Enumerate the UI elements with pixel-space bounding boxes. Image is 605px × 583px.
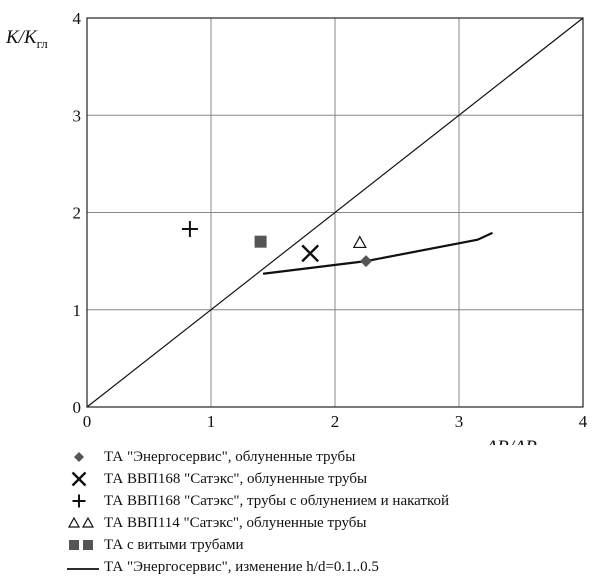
y-tick-label: 3 <box>73 106 82 125</box>
y-tick-label: 2 <box>73 204 82 223</box>
series-layer <box>181 221 493 275</box>
y-axis-label: K/Kгл <box>5 27 48 51</box>
x-tick-label: 0 <box>83 412 92 431</box>
x-tick-labels: 0 1 2 3 4 <box>83 412 588 431</box>
y-tick-labels: 0 1 2 3 4 <box>73 9 82 417</box>
data-point-plus <box>72 494 86 508</box>
legend-item: ТА ВВП168 "Сатэкс", облуненные трубы <box>62 468 602 490</box>
series-1 <box>301 244 320 263</box>
legend-item: ТА "Энергосервис", облуненные трубы <box>62 446 602 468</box>
legend-label: ТА ВВП114 "Сатэкс", облуненные трубы <box>104 514 367 531</box>
series-line <box>262 231 493 275</box>
legend-symbol-triangle <box>62 512 104 534</box>
data-point-cross <box>71 471 87 487</box>
series-5 <box>262 231 493 275</box>
x-axis-label: ΔP/ΔPгл <box>485 437 548 445</box>
x-tick-label: 2 <box>331 412 340 431</box>
plot-frame <box>86 17 584 408</box>
legend-item: ТА ВВП168 "Сатэкс", трубы с облунением и… <box>62 490 602 512</box>
data-point-square <box>69 540 79 550</box>
y-tick-label: 0 <box>73 398 82 417</box>
legend-symbol-line <box>62 556 104 578</box>
data-point-square <box>254 235 267 248</box>
data-point-triangle <box>81 516 95 528</box>
legend-item: ТА "Энергосервис", изменение h/d=0.1..0.… <box>62 556 602 578</box>
legend-symbol-x <box>62 468 104 490</box>
series-2 <box>181 221 198 238</box>
data-point-square <box>83 540 93 550</box>
data-point-diamond <box>74 452 84 462</box>
legend: ТА "Энергосервис", облуненные трубы ТА ВВ… <box>62 446 602 578</box>
legend-item: ТА ВВП114 "Сатэкс", облуненные трубы <box>62 512 602 534</box>
series-3 <box>352 235 367 249</box>
x-tick-label: 4 <box>579 412 588 431</box>
legend-symbol-plus <box>62 490 104 512</box>
y-tick-label: 4 <box>73 9 82 28</box>
x-tick-label: 1 <box>207 412 216 431</box>
legend-item: ТА с витыми трубами <box>62 534 602 556</box>
reference-line-y-equals-x <box>86 17 584 408</box>
legend-symbol-square <box>62 534 104 556</box>
series-4 <box>254 235 267 248</box>
data-point-triangle <box>352 235 367 249</box>
series-0 <box>360 255 372 268</box>
legend-label: ТА с витыми трубами <box>104 536 244 553</box>
chart: 0 1 2 3 4 0 1 2 3 4 K/Kгл ΔP/ΔPгл <box>5 9 588 445</box>
legend-label: ТА ВВП168 "Сатэкс", облуненные трубы <box>104 470 368 487</box>
data-point-plus <box>181 221 198 238</box>
data-point-cross <box>301 244 320 263</box>
legend-label: ТА "Энергосервис", облуненные трубы <box>104 448 356 465</box>
legend-label: ТА "Энергосервис", изменение h/d=0.1..0.… <box>104 558 379 575</box>
legend-label: ТА ВВП168 "Сатэкс", трубы с облунением и… <box>104 492 450 509</box>
data-point-triangle <box>67 516 81 528</box>
data-point-diamond <box>360 255 372 268</box>
legend-symbol-diamond <box>62 446 104 468</box>
y-tick-label: 1 <box>73 301 82 320</box>
x-tick-label: 3 <box>455 412 464 431</box>
